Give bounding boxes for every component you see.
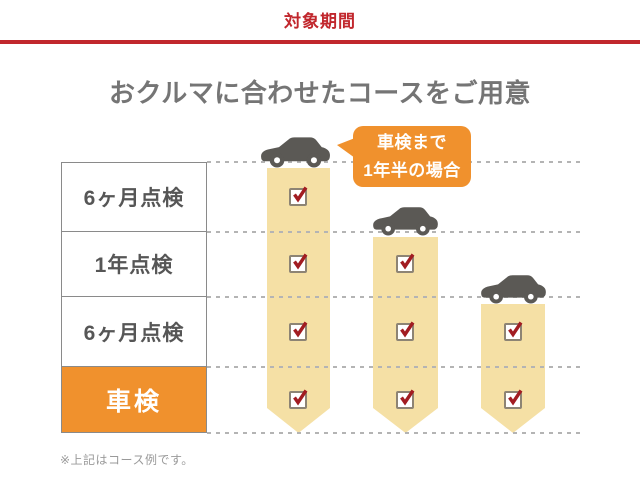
checked-checkbox (396, 253, 415, 273)
service-table: 6ヶ月点検 1年点検 6ヶ月点検 車検 (61, 162, 207, 433)
gridline (207, 296, 583, 298)
course-column-18months (267, 168, 330, 433)
check-icon (400, 253, 415, 270)
bubble-line: 1年半の場合 (363, 160, 461, 180)
bubble-tail (337, 138, 355, 158)
gridline (207, 231, 583, 233)
row-label: 6ヶ月点検 (83, 187, 185, 210)
gridline (207, 366, 583, 368)
check-icon (293, 253, 308, 270)
bubble-line: 車検まで (377, 133, 447, 153)
checked-checkbox (396, 321, 415, 341)
table-row-1year-inspection: 1年点検 (62, 232, 206, 297)
car-icon (373, 207, 438, 236)
callout-bubble: 車検まで 1年半の場合 (337, 126, 471, 187)
footnote: ※上記はコース例です。 (60, 453, 194, 467)
section-title: おクルマに合わせたコースをご用意 (109, 78, 531, 108)
checked-checkbox (396, 389, 415, 409)
checked-checkbox (289, 389, 308, 409)
gridline (207, 432, 583, 434)
table-row-6month-inspection-1: 6ヶ月点検 (62, 163, 206, 232)
checked-checkbox (289, 253, 308, 273)
checked-checkbox (504, 389, 523, 409)
check-icon (508, 389, 523, 406)
check-icon (400, 321, 415, 338)
checked-checkbox (504, 321, 523, 341)
row-label: 車検 (105, 387, 162, 416)
table-row-shaken: 車検 (62, 367, 206, 432)
check-icon (400, 389, 415, 406)
header-divider (0, 40, 640, 44)
checked-checkbox (289, 321, 308, 341)
check-icon (293, 186, 308, 203)
row-label: 6ヶ月点検 (83, 321, 185, 345)
checked-checkbox (289, 186, 308, 206)
car-icon (481, 275, 546, 304)
car-icon (261, 137, 330, 168)
row-label: 1年点検 (94, 254, 174, 277)
page-title: 対象期間 (284, 12, 356, 31)
table-row-6month-inspection-2: 6ヶ月点検 (62, 297, 206, 367)
check-icon (293, 321, 308, 338)
check-icon (508, 321, 523, 338)
check-icon (293, 389, 308, 406)
